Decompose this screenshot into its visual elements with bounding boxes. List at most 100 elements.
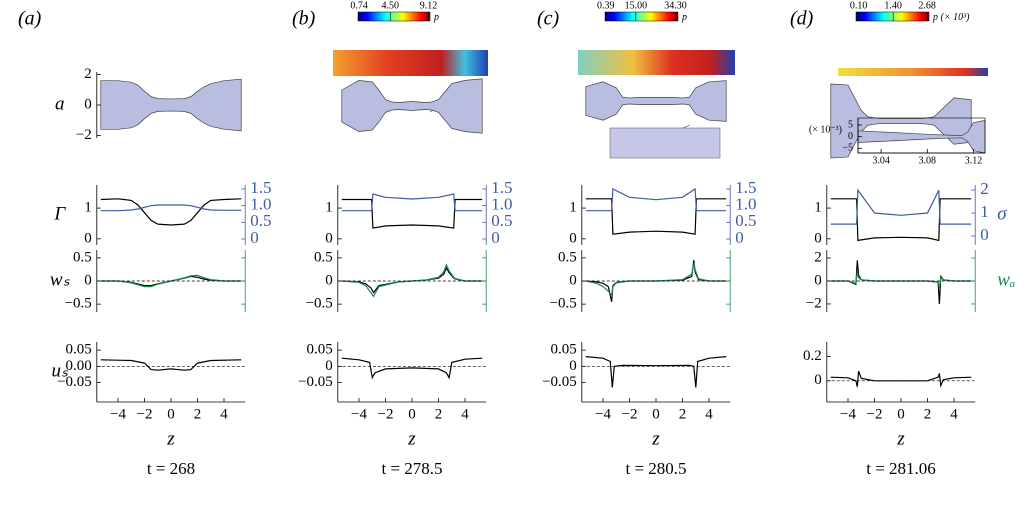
x-tick-label: 0 [652,406,660,422]
colorbar-tick-label: 0.10 [850,0,868,11]
y-axis-label: (× 10⁻³) [809,124,842,135]
y2-tick-label: 0 [735,228,744,247]
zoom-inset [609,127,721,159]
shape-area [585,80,727,122]
time-caption: t = 268 [147,459,195,478]
series-line [830,188,972,225]
series-line [341,193,483,212]
x-tick-label: 0 [408,406,416,422]
colorbar-tick-label: 1.40 [884,0,902,11]
colorbar-tick-label: 9.12 [420,0,438,11]
x-tick-label: 4 [950,406,958,422]
y2-tick-label: 0 [491,228,500,247]
y-tick-label: −5 [842,143,853,154]
y2-tick-label: 0 [250,228,259,247]
x-tick-label: 4 [461,406,469,422]
time-caption: t = 280.5 [625,459,686,478]
y-tick-label: 1 [325,200,333,216]
y-tick-label: 0.05 [551,342,577,358]
pressure-strip [838,68,988,76]
y-tick-label: 0.05 [307,342,333,358]
y2-tick-label: 1.5 [491,178,512,197]
y2-tick-label: 0.5 [491,211,512,230]
y-tick-label: 0 [569,272,577,288]
y2-tick-label: 1.5 [250,178,271,197]
x-tick-label: 0 [167,406,175,422]
series-line [100,274,242,288]
colorbar-label: p [681,12,687,23]
x-tick-label: 3.04 [872,155,890,166]
y-tick-label: 1 [84,200,92,216]
x-tick-label: 2 [194,406,202,422]
series-line [100,359,242,371]
y2-tick-label: 1 [980,202,989,221]
y-axis-label: Γ [53,203,66,224]
y-tick-label: 0.5 [558,249,577,265]
x-tick-label: 2 [679,406,687,422]
y-tick-label: 1 [569,200,577,216]
y-tick-label: 0 [814,272,822,288]
y-tick-label: −0.5 [65,296,92,312]
x-tick-label: −2 [137,406,153,422]
colorbar-label: p (× 10³) [932,12,970,23]
panel-label: (a) [18,8,42,30]
colorbar-tick-label: 0.74 [350,0,368,11]
y2-tick-label: 1.0 [735,195,756,214]
y-tick-label: 0 [325,230,333,246]
y2-tick-label: 0.5 [735,211,756,230]
series-line [341,263,483,298]
x-tick-label: 2 [924,406,932,422]
y-tick-label: 0 [814,372,822,388]
colorbar-label: p [433,12,439,23]
x-tick-label: 4 [220,406,228,422]
series-line [100,198,242,226]
x-tick-label: −4 [351,406,367,422]
y-tick-label: −0.05 [542,374,577,390]
y-tick-label: 0 [325,272,333,288]
series-line [585,356,727,388]
series-line [585,263,727,297]
y-tick-label: 0.5 [314,249,333,265]
y-tick-label: 5 [848,119,853,130]
x-tick-label: 3.12 [965,155,983,166]
y2-axis-label: wₐ [997,269,1015,290]
x-tick-label: −4 [595,406,611,422]
series-line [341,357,483,380]
series-line [830,370,972,388]
x-tick-label: −2 [867,406,883,422]
x-tick-label: 3.08 [919,155,937,166]
x-tick-label: −2 [378,406,394,422]
y-tick-label: 0 [325,358,333,374]
colorbar-tick-label: 2.68 [918,0,936,11]
y-tick-label: 0.5 [73,249,92,265]
y-tick-label: −2 [806,295,822,311]
y-axis-label: wₛ [50,269,71,290]
y-tick-label: 0 [848,131,853,142]
y2-tick-label: 1.5 [735,178,756,197]
colorbar-tick-label: 4.50 [382,0,400,11]
y-tick-label: 2 [84,66,92,82]
series-line [830,271,972,289]
x-tick-label: −4 [110,406,126,422]
y2-tick-label: 0 [980,225,989,244]
x-tick-label: 4 [705,406,713,422]
y-tick-label: 0.05 [66,342,92,358]
y2-tick-label: 0.5 [250,211,271,230]
colorbar-tick-label: 0.39 [597,0,615,11]
y-tick-label: 0 [569,230,577,246]
shape-area [100,78,242,132]
x-axis-label: z [407,428,416,449]
y2-tick-label: 1.0 [491,195,512,214]
y2-tick-label: 2 [980,179,989,198]
y2-axis-label: σ [997,203,1007,224]
panel-label: (b) [292,8,316,30]
shape-area [341,78,483,134]
x-axis-label: z [651,428,660,449]
y-tick-label: −2 [76,127,92,143]
y-tick-label: −0.05 [298,374,333,390]
y-tick-label: 0 [814,230,822,246]
y-tick-label: −0.05 [57,374,92,390]
y-tick-label: −0.5 [550,296,577,312]
series-line [585,198,727,235]
